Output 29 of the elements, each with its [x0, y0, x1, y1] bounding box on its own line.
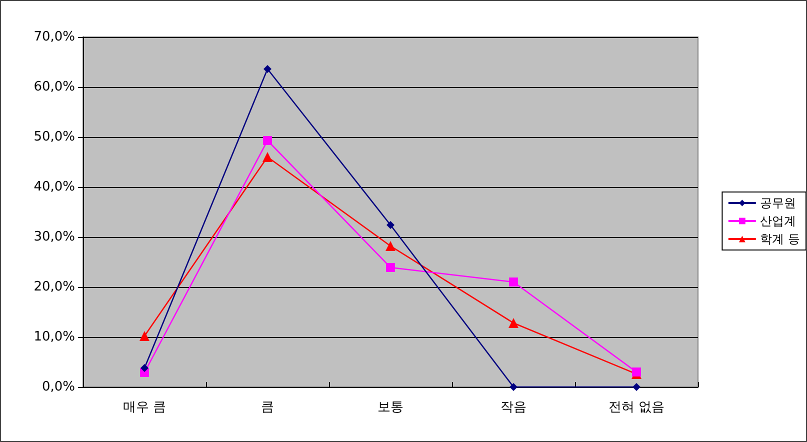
point [386, 241, 396, 251]
legend-label: 산업계 [760, 214, 796, 228]
x-tick-label: 전혀 없음 [608, 400, 665, 415]
point [510, 383, 518, 391]
point [386, 263, 395, 272]
y-tick-label: 0,0% [42, 380, 75, 394]
x-tick-label: 보통 [378, 400, 404, 415]
point [509, 278, 518, 286]
x-tick-label: 큼 [261, 400, 274, 415]
y-tick-label: 20,0% [34, 280, 75, 294]
point [140, 364, 148, 372]
y-tick-label: 50,0% [34, 130, 75, 144]
point [264, 65, 272, 73]
y-tick-label: 60,0% [34, 80, 75, 94]
y-tick-label: 70,0% [34, 30, 75, 44]
point [386, 221, 394, 229]
x-tick-label: 매우 큼 [122, 400, 166, 415]
point [263, 136, 272, 145]
point [508, 318, 518, 328]
point [140, 331, 150, 341]
legend-label: 공무원 [760, 196, 796, 210]
y-tick-label: 30,0% [34, 230, 75, 244]
y-tick-label: 40,0% [34, 180, 75, 194]
x-tick-label: 작음 [500, 400, 526, 415]
point [262, 152, 272, 162]
point [632, 383, 640, 391]
y-tick-label: 10,0% [34, 330, 75, 344]
point [632, 368, 641, 376]
legend-label: 학계 등 [760, 232, 800, 246]
